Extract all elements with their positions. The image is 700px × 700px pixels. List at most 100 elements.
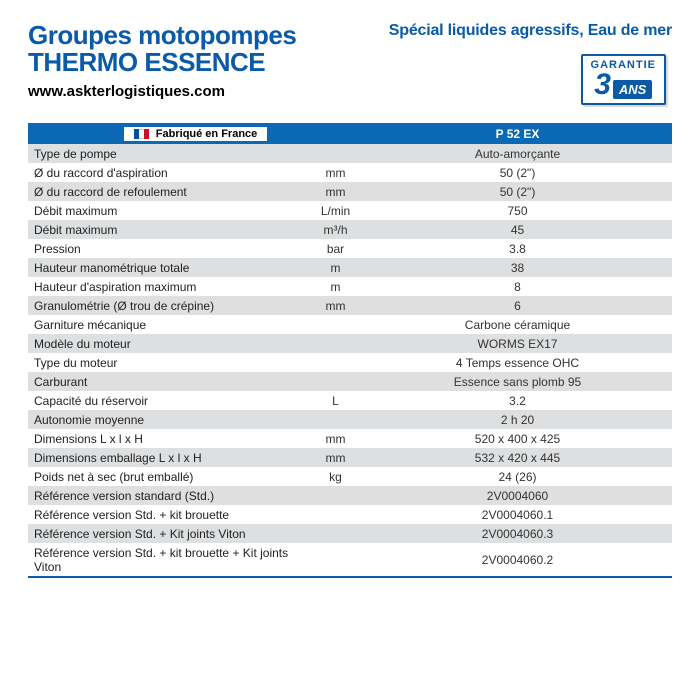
spec-unit: kg (308, 467, 363, 486)
table-row: Hauteur manométrique totalem38 (28, 258, 672, 277)
title-block: Groupes motopompes THERMO ESSENCE (28, 22, 296, 77)
model-header: P 52 EX (363, 123, 672, 144)
spec-value: 2V0004060.3 (363, 524, 672, 543)
spec-label: Garniture mécanique (28, 315, 308, 334)
table-row: Référence version standard (Std.) 2V00040… (28, 486, 672, 505)
spec-label: Hauteur manométrique totale (28, 258, 308, 277)
spec-unit (308, 372, 363, 391)
spec-unit (308, 410, 363, 429)
spec-label: Type du moteur (28, 353, 308, 372)
spec-label: Référence version Std. + Kit joints Vito… (28, 524, 308, 543)
spec-label: Ø du raccord d'aspiration (28, 163, 308, 182)
spec-unit: m (308, 277, 363, 296)
spec-value: 3.2 (363, 391, 672, 410)
spec-value: 6 (363, 296, 672, 315)
spec-value: Auto-amorçante (363, 144, 672, 163)
spec-value: 2V0004060.2 (363, 543, 672, 577)
made-in-cell: Fabriqué en France (28, 123, 363, 144)
spec-unit (308, 486, 363, 505)
spec-value: 3.8 (363, 239, 672, 258)
spec-label: Modèle du moteur (28, 334, 308, 353)
spec-value: 38 (363, 258, 672, 277)
spec-label: Autonomie moyenne (28, 410, 308, 429)
spec-label: Granulométrie (Ø trou de crépine) (28, 296, 308, 315)
table-row: Pressionbar3.8 (28, 239, 672, 258)
spec-unit: L/min (308, 201, 363, 220)
table-row: Type de pompe Auto-amorçante (28, 144, 672, 163)
spec-unit (308, 315, 363, 334)
spec-label: Référence version Std. + kit brouette (28, 505, 308, 524)
spec-value: 2 h 20 (363, 410, 672, 429)
spec-value: 45 (363, 220, 672, 239)
table-row: Poids net à sec (brut emballé)kg24 (26) (28, 467, 672, 486)
spec-value: 50 (2") (363, 163, 672, 182)
table-row: Dimensions emballage L x l x Hmm532 x 42… (28, 448, 672, 467)
spec-value: Essence sans plomb 95 (363, 372, 672, 391)
table-row: Autonomie moyenne 2 h 20 (28, 410, 672, 429)
spec-value: Carbone céramique (363, 315, 672, 334)
made-in-badge: Fabriqué en France (124, 127, 268, 141)
header-right: Spécial liquides agressifs, Eau de mer G… (389, 22, 672, 105)
spec-unit: mm (308, 182, 363, 201)
spec-unit: mm (308, 163, 363, 182)
spec-value: 8 (363, 277, 672, 296)
spec-label: Référence version Std. + kit brouette + … (28, 543, 308, 577)
spec-label: Pression (28, 239, 308, 258)
spec-unit: m³/h (308, 220, 363, 239)
spec-value: WORMS EX17 (363, 334, 672, 353)
table-row: Modèle du moteur WORMS EX17 (28, 334, 672, 353)
warranty-badge: GARANTIE 3 ANS (581, 54, 666, 105)
table-row: Granulométrie (Ø trou de crépine)mm6 (28, 296, 672, 315)
spec-unit (308, 353, 363, 372)
table-row: Référence version Std. + kit brouette 2V0… (28, 505, 672, 524)
table-row: Débit maximumm³/h45 (28, 220, 672, 239)
spec-unit: m (308, 258, 363, 277)
spec-unit (308, 505, 363, 524)
spec-label: Débit maximum (28, 201, 308, 220)
spec-label: Référence version standard (Std.) (28, 486, 308, 505)
spec-unit: L (308, 391, 363, 410)
spec-unit (308, 144, 363, 163)
spec-label: Hauteur d'aspiration maximum (28, 277, 308, 296)
spec-value: 520 x 400 x 425 (363, 429, 672, 448)
spec-value: 4 Temps essence OHC (363, 353, 672, 372)
spec-label: Débit maximum (28, 220, 308, 239)
spec-label: Ø du raccord de refoulement (28, 182, 308, 201)
spec-label: Type de pompe (28, 144, 308, 163)
table-row: Dimensions L x l x Hmm520 x 400 x 425 (28, 429, 672, 448)
spec-value: 24 (26) (363, 467, 672, 486)
warranty-years: ANS (613, 80, 652, 99)
spec-unit: mm (308, 429, 363, 448)
header: Groupes motopompes THERMO ESSENCE www.as… (28, 22, 672, 105)
table-row: Débit maximumL/min750 (28, 201, 672, 220)
spec-label: Carburant (28, 372, 308, 391)
table-row: Carburant Essence sans plomb 95 (28, 372, 672, 391)
title-line1: Groupes motopompes (28, 22, 296, 49)
table-row: Hauteur d'aspiration maximumm8 (28, 277, 672, 296)
spec-label: Dimensions L x l x H (28, 429, 308, 448)
table-header-row: Fabriqué en France P 52 EX (28, 123, 672, 144)
spec-value: 2V0004060.1 (363, 505, 672, 524)
table-row: Ø du raccord d'aspirationmm50 (2") (28, 163, 672, 182)
table-row: Ø du raccord de refoulementmm50 (2") (28, 182, 672, 201)
spec-unit: mm (308, 296, 363, 315)
website-url[interactable]: www.askterlogistiques.com (28, 83, 296, 100)
spec-unit (308, 334, 363, 353)
warranty-number: 3 (594, 71, 611, 98)
title-line2: THERMO ESSENCE (28, 49, 296, 76)
spec-value: 2V0004060 (363, 486, 672, 505)
spec-unit (308, 543, 363, 577)
spec-value: 532 x 420 x 445 (363, 448, 672, 467)
spec-table: Fabriqué en France P 52 EX Type de pompe… (28, 123, 672, 578)
table-row: Type du moteur 4 Temps essence OHC (28, 353, 672, 372)
table-row: Capacité du réservoirL3.2 (28, 391, 672, 410)
made-in-label: Fabriqué en France (156, 128, 257, 140)
table-row: Garniture mécanique Carbone céramique (28, 315, 672, 334)
tagline: Spécial liquides agressifs, Eau de mer (389, 22, 672, 40)
table-row: Référence version Std. + Kit joints Vito… (28, 524, 672, 543)
spec-unit: mm (308, 448, 363, 467)
spec-unit: bar (308, 239, 363, 258)
table-row: Référence version Std. + kit brouette + … (28, 543, 672, 577)
spec-label: Dimensions emballage L x l x H (28, 448, 308, 467)
spec-label: Poids net à sec (brut emballé) (28, 467, 308, 486)
